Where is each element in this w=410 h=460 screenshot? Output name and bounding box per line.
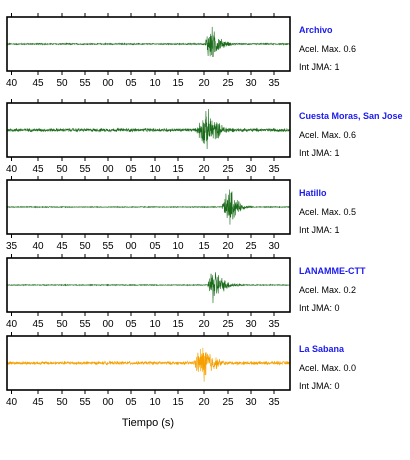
- tick-label: 40: [6, 397, 18, 408]
- tick-label: 50: [56, 164, 68, 175]
- station-name: Archivo: [299, 25, 333, 35]
- jma-intensity: Int JMA: 1: [299, 62, 340, 72]
- station-name: La Sabana: [299, 344, 345, 354]
- tick-label: 30: [245, 78, 257, 89]
- panel-frame: [6, 16, 291, 72]
- tick-label: 05: [149, 241, 161, 252]
- tick-label: 45: [32, 397, 44, 408]
- tick-label: 00: [102, 78, 114, 89]
- waveform-trace: [6, 347, 291, 382]
- station-panel: 35 40 45 50 55 00 05 10 15 20 25 30 Hatillo Acel. Max…: [6, 176, 356, 252]
- tick-label: 50: [56, 78, 68, 89]
- tick-label: 25: [222, 397, 234, 408]
- jma-intensity: Int JMA: 1: [299, 148, 340, 158]
- tick-label: 40: [6, 164, 18, 175]
- tick-label: 35: [268, 397, 280, 408]
- tick-label: 40: [32, 241, 44, 252]
- jma-intensity: Int JMA: 0: [299, 381, 340, 391]
- tick-label: 00: [102, 319, 114, 330]
- tick-label: 10: [149, 164, 161, 175]
- tick-label: 20: [198, 78, 210, 89]
- waveform-trace: [6, 26, 291, 58]
- panel-frame: [6, 257, 291, 313]
- tick-label: 25: [222, 78, 234, 89]
- tick-label: 30: [245, 164, 257, 175]
- tick-label: 00: [125, 241, 137, 252]
- tick-label: 25: [222, 319, 234, 330]
- panel-frame: [6, 179, 291, 235]
- tick-label: 15: [172, 319, 184, 330]
- station-panel: 40 45 50 55 00 05 10 15 20 25 30 35 La Sabana Acel. M…: [6, 332, 356, 408]
- tick-label: 50: [56, 319, 68, 330]
- tick-label: 40: [6, 319, 18, 330]
- tick-label: 55: [79, 78, 91, 89]
- waveform-trace: [6, 108, 291, 149]
- peak-acceleration: Acel. Max. 0.2: [299, 285, 356, 295]
- station-panel: 40 45 50 55 00 05 10 15 20 25 30 35 Archivo Acel. Max…: [6, 13, 356, 89]
- tick-label: 45: [32, 319, 44, 330]
- x-axis-title: Tiempo (s): [122, 417, 174, 429]
- tick-label: 05: [125, 78, 137, 89]
- tick-label: 25: [245, 241, 257, 252]
- jma-intensity: Int JMA: 1: [299, 225, 340, 235]
- tick-label: 25: [222, 164, 234, 175]
- tick-label: 10: [172, 241, 184, 252]
- tick-label: 05: [125, 397, 137, 408]
- tick-label: 10: [149, 78, 161, 89]
- tick-label: 00: [102, 397, 114, 408]
- peak-acceleration: Acel. Max. 0.6: [299, 44, 356, 54]
- tick-label: 05: [125, 164, 137, 175]
- tick-label: 35: [6, 241, 18, 252]
- tick-label: 55: [79, 397, 91, 408]
- tick-label: 30: [245, 319, 257, 330]
- tick-label: 15: [172, 78, 184, 89]
- waveform-trace: [6, 189, 291, 225]
- tick-label: 15: [172, 397, 184, 408]
- peak-acceleration: Acel. Max. 0.0: [299, 363, 356, 373]
- station-name: LANAMME-CTT: [299, 266, 366, 276]
- station-panel: 40 45 50 55 00 05 10 15 20 25 30 35 Cuesta Moras, Sa…: [6, 99, 403, 175]
- tick-label: 10: [149, 319, 161, 330]
- tick-label: 55: [102, 241, 114, 252]
- tick-label: 20: [198, 164, 210, 175]
- tick-label: 35: [268, 164, 280, 175]
- station-name: Hatillo: [299, 188, 327, 198]
- tick-label: 45: [32, 78, 44, 89]
- station-panel: 40 45 50 55 00 05 10 15 20 25 30 35 LANAMME-CTT Acel.…: [6, 254, 366, 330]
- tick-label: 15: [172, 164, 184, 175]
- tick-label: 20: [222, 241, 234, 252]
- waveform-trace: [6, 272, 291, 304]
- tick-label: 40: [6, 78, 18, 89]
- tick-label: 20: [198, 397, 210, 408]
- tick-label: 45: [32, 164, 44, 175]
- tick-label: 35: [268, 78, 280, 89]
- tick-label: 30: [245, 397, 257, 408]
- panel-frame: [6, 335, 291, 391]
- tick-label: 45: [56, 241, 68, 252]
- tick-label: 30: [268, 241, 280, 252]
- peak-acceleration: Acel. Max. 0.6: [299, 130, 356, 140]
- jma-intensity: Int JMA: 0: [299, 303, 340, 313]
- tick-label: 55: [79, 164, 91, 175]
- tick-label: 10: [149, 397, 161, 408]
- tick-label: 00: [102, 164, 114, 175]
- peak-acceleration: Acel. Max. 0.5: [299, 207, 356, 217]
- tick-label: 35: [268, 319, 280, 330]
- tick-label: 55: [79, 319, 91, 330]
- tick-label: 20: [198, 319, 210, 330]
- station-name: Cuesta Moras, San Jose: [299, 111, 403, 121]
- tick-label: 05: [125, 319, 137, 330]
- panel-frame: [6, 102, 291, 158]
- tick-label: 50: [56, 397, 68, 408]
- tick-label: 50: [79, 241, 91, 252]
- tick-label: 15: [198, 241, 210, 252]
